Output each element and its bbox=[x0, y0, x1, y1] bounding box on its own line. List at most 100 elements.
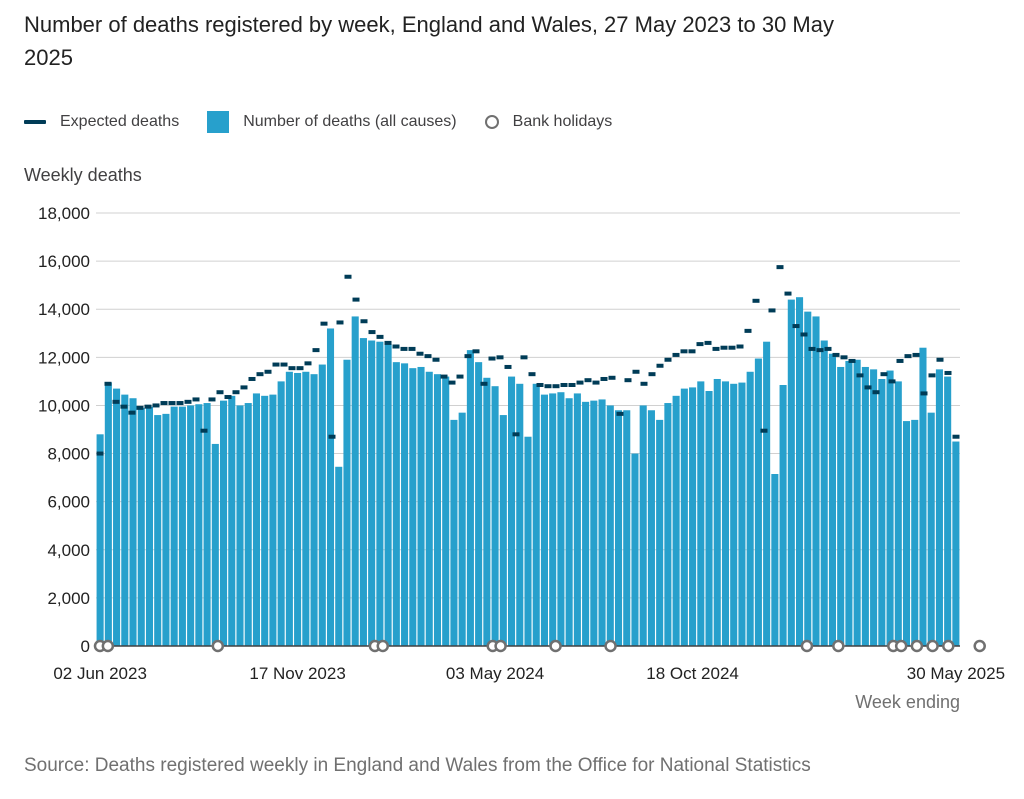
expected-deaths-marker bbox=[272, 362, 280, 367]
expected-deaths-marker bbox=[832, 352, 840, 357]
bank-holiday-marker bbox=[832, 639, 845, 653]
expected-deaths-marker bbox=[360, 319, 368, 324]
death-bar bbox=[754, 358, 762, 646]
expected-deaths-marker bbox=[136, 405, 144, 410]
expected-deaths-marker bbox=[688, 349, 696, 354]
expected-deaths-marker bbox=[584, 378, 592, 383]
bank-holiday-marker bbox=[910, 639, 924, 653]
death-bar bbox=[680, 388, 688, 646]
bank-holiday-swatch bbox=[484, 115, 499, 129]
death-bar bbox=[466, 350, 474, 646]
death-bar bbox=[294, 372, 302, 646]
death-bar bbox=[508, 376, 516, 646]
death-bar bbox=[573, 393, 581, 646]
expected-deaths-marker bbox=[488, 356, 496, 361]
death-bar bbox=[442, 376, 450, 646]
expected-deaths-marker bbox=[304, 361, 312, 366]
death-bar bbox=[384, 344, 392, 646]
expected-deaths-marker bbox=[520, 355, 528, 360]
expected-deaths-marker bbox=[760, 428, 768, 433]
expected-deaths-marker bbox=[816, 348, 824, 353]
legend-label-holidays: Bank holidays bbox=[512, 113, 613, 130]
expected-deaths-marker bbox=[840, 355, 848, 360]
deaths-chart: 0 2,000 4,000 6,000 8,000 10,000 12,000 14,000 1… bbox=[38, 204, 1005, 712]
bank-holiday-marker bbox=[101, 639, 115, 653]
death-bar bbox=[730, 383, 738, 646]
x-tick-label: 17 Nov 2023 bbox=[249, 664, 345, 683]
death-bar bbox=[187, 405, 195, 646]
death-bar bbox=[343, 359, 351, 646]
death-bar bbox=[779, 384, 787, 646]
death-bar bbox=[771, 474, 779, 646]
legend-item-holidays: Bank holidays bbox=[484, 113, 613, 131]
expected-deaths-marker bbox=[728, 345, 736, 350]
legend-label-expected: Expected deaths bbox=[60, 113, 180, 130]
death-bar bbox=[244, 403, 252, 646]
y-tick-label: 4,000 bbox=[47, 541, 90, 560]
death-bar bbox=[664, 403, 672, 646]
y-axis-label: Weekly deaths bbox=[24, 165, 142, 185]
death-bar bbox=[475, 362, 483, 646]
expected-deaths-marker bbox=[544, 384, 552, 389]
death-bar bbox=[952, 441, 960, 646]
death-bar bbox=[359, 338, 367, 646]
expected-deaths-marker bbox=[344, 274, 352, 279]
death-bar bbox=[911, 419, 919, 646]
expected-deaths-marker bbox=[736, 344, 744, 349]
death-bar bbox=[746, 371, 754, 646]
death-bar bbox=[220, 400, 228, 646]
expected-deaths-marker bbox=[96, 451, 104, 456]
expected-deaths-swatch bbox=[24, 120, 46, 124]
death-bar bbox=[310, 374, 318, 646]
expected-deaths-marker bbox=[424, 354, 432, 359]
expected-deaths-marker bbox=[752, 298, 760, 303]
death-bar bbox=[417, 366, 425, 646]
y-tick-label: 8,000 bbox=[47, 445, 90, 464]
death-bar bbox=[812, 316, 820, 646]
death-bar bbox=[919, 347, 927, 646]
expected-deaths-marker bbox=[552, 384, 560, 389]
bank-holiday-marker bbox=[211, 639, 225, 653]
death-bar bbox=[828, 353, 836, 646]
expected-deaths-marker bbox=[296, 366, 304, 371]
death-bar bbox=[318, 364, 326, 646]
expected-deaths-marker bbox=[248, 376, 256, 381]
death-bar bbox=[861, 366, 869, 646]
death-bar bbox=[524, 436, 532, 646]
expected-deaths-marker bbox=[568, 382, 576, 387]
death-bar bbox=[598, 399, 606, 646]
death-bar bbox=[277, 381, 285, 646]
expected-deaths-marker bbox=[104, 381, 112, 386]
death-bar bbox=[631, 453, 639, 646]
y-tick-label: 18,000 bbox=[38, 204, 90, 223]
death-bar bbox=[458, 412, 466, 646]
death-bar bbox=[590, 400, 598, 646]
death-bar bbox=[211, 443, 219, 646]
expected-deaths-marker bbox=[912, 352, 920, 357]
death-bar bbox=[137, 407, 145, 646]
y-tick-label: 6,000 bbox=[47, 493, 90, 512]
death-bar bbox=[763, 341, 771, 646]
death-bar bbox=[351, 316, 359, 646]
death-bar bbox=[499, 415, 507, 646]
death-bar bbox=[697, 381, 705, 646]
expected-deaths-marker bbox=[864, 385, 872, 390]
expected-deaths-marker bbox=[608, 375, 616, 380]
death-bar bbox=[261, 395, 269, 646]
bank-holiday-marker bbox=[604, 639, 617, 653]
death-bar bbox=[285, 371, 293, 646]
y-tick-label: 0 bbox=[81, 637, 90, 656]
death-bar bbox=[335, 466, 343, 646]
expected-deaths-marker bbox=[416, 351, 424, 356]
expected-deaths-marker bbox=[872, 390, 880, 395]
expected-deaths-marker bbox=[264, 369, 272, 374]
death-bar bbox=[656, 419, 664, 646]
expected-deaths-marker bbox=[776, 265, 784, 270]
death-bar bbox=[145, 406, 154, 646]
death-bar bbox=[392, 362, 400, 646]
death-bar bbox=[845, 360, 853, 646]
expected-deaths-marker bbox=[504, 364, 512, 369]
death-bar bbox=[672, 395, 680, 646]
expected-deaths-marker bbox=[408, 346, 416, 351]
expected-deaths-marker bbox=[784, 291, 792, 296]
